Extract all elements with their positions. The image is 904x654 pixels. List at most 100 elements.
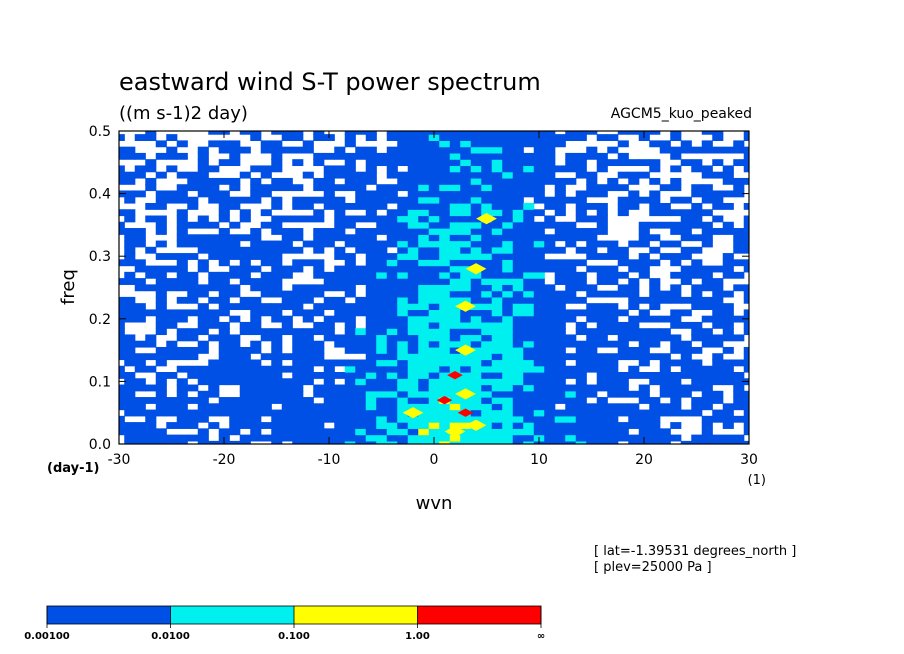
spectrum-cell (334, 171, 346, 179)
spectrum-cell (439, 428, 451, 436)
spectrum-cell (596, 378, 608, 386)
spectrum-cell (124, 346, 136, 354)
spectrum-cell (439, 253, 451, 260)
spectrum-cell (628, 422, 640, 429)
spectrum-cell (229, 253, 241, 260)
spectrum-cell (407, 196, 419, 204)
spectrum-cell (649, 196, 661, 204)
spectrum-cell (355, 359, 367, 367)
spectrum-cell (481, 296, 493, 304)
spectrum-cell (124, 434, 136, 442)
spectrum-cell (313, 440, 325, 444)
spectrum-cell (470, 346, 482, 354)
spectrum-cell (722, 146, 734, 154)
spectrum-cell (701, 334, 713, 342)
spectrum-cell (428, 340, 440, 348)
spectrum-cell (439, 440, 451, 444)
spectrum-cell (428, 159, 440, 167)
spectrum-cell (659, 221, 671, 229)
spectrum-cell (344, 290, 356, 298)
spectrum-cell (197, 284, 209, 292)
spectrum-cell (554, 415, 566, 423)
spectrum-cell (145, 159, 157, 167)
spectrum-cell (176, 409, 188, 417)
spectrum-cell (649, 372, 661, 379)
spectrum-cell (418, 246, 430, 254)
spectrum-cell (218, 378, 230, 386)
spectrum-cell (712, 353, 724, 361)
spectrum-cell (145, 428, 157, 436)
spectrum-cell (743, 415, 749, 423)
spectrum-cell (449, 409, 461, 417)
spectrum-cell (533, 372, 545, 379)
spectrum-cell (680, 384, 692, 392)
spectrum-cell (502, 240, 514, 248)
spectrum-cell (134, 234, 146, 242)
spectrum-cell (533, 409, 545, 417)
spectrum-cell (428, 353, 440, 361)
spectrum-cell (344, 403, 356, 411)
spectrum-cell (502, 171, 514, 179)
spectrum-cell (313, 177, 325, 185)
spectrum-cell (701, 171, 713, 179)
spectrum-cell (365, 131, 377, 135)
spectrum-cell (302, 440, 314, 444)
spectrum-cell (439, 378, 451, 386)
spectrum-cell (575, 284, 587, 292)
spectrum-cell (397, 390, 409, 398)
spectrum-cell (281, 384, 293, 392)
spectrum-cell (292, 440, 304, 444)
spectrum-cell (449, 378, 461, 386)
spectrum-cell (155, 171, 167, 179)
spectrum-cell (575, 397, 587, 404)
spectrum-cell (544, 140, 556, 148)
spectrum-cell (281, 403, 293, 411)
spectrum-cell (218, 202, 230, 210)
spectrum-cell (638, 334, 650, 342)
spectrum-cell (292, 309, 304, 317)
spectrum-cell (365, 171, 377, 179)
spectrum-cell (638, 397, 650, 404)
spectrum-cell (302, 346, 314, 354)
spectrum-cell (397, 315, 409, 323)
spectrum-cell (302, 415, 314, 423)
spectrum-cell (124, 171, 136, 179)
spectrum-cell (428, 390, 440, 398)
spectrum-cell (449, 196, 461, 204)
spectrum-cell (260, 209, 272, 217)
spectrum-cell (607, 159, 619, 167)
spectrum-cell (512, 221, 524, 229)
spectrum-cell (386, 228, 398, 235)
spectrum-cell (334, 309, 346, 317)
spectrum-cell (134, 278, 146, 285)
spectrum-cell (439, 365, 451, 373)
colorbar-label: 1.00 (405, 631, 430, 642)
spectrum-cell (439, 240, 451, 248)
spectrum-cell (119, 296, 125, 304)
spectrum-cell (670, 165, 682, 173)
spectrum-cell (407, 378, 419, 386)
spectrum-cell (376, 346, 388, 354)
spectrum-cell (281, 134, 293, 141)
spectrum-cell (271, 253, 283, 260)
spectrum-cell (407, 365, 419, 373)
spectrum-cell (386, 165, 398, 173)
spectrum-cell (428, 309, 440, 317)
spectrum-cell (533, 403, 545, 411)
spectrum-cell (323, 196, 335, 204)
spectrum-cell (659, 334, 671, 342)
spectrum-cell (586, 309, 598, 317)
spectrum-cell (365, 278, 377, 285)
spectrum-cell (281, 415, 293, 423)
spectrum-cell (439, 303, 451, 311)
spectrum-cell (197, 177, 209, 185)
spectrum-cell (596, 321, 608, 329)
spectrum-cell (334, 265, 346, 273)
spectrum-cell (512, 290, 524, 298)
spectrum-cell (407, 265, 419, 273)
spectrum-cell (418, 346, 430, 354)
spectrum-cell (491, 134, 503, 141)
spectrum-cell (628, 177, 640, 185)
spectrum-cell (407, 428, 419, 436)
spectrum-cell (607, 309, 619, 317)
